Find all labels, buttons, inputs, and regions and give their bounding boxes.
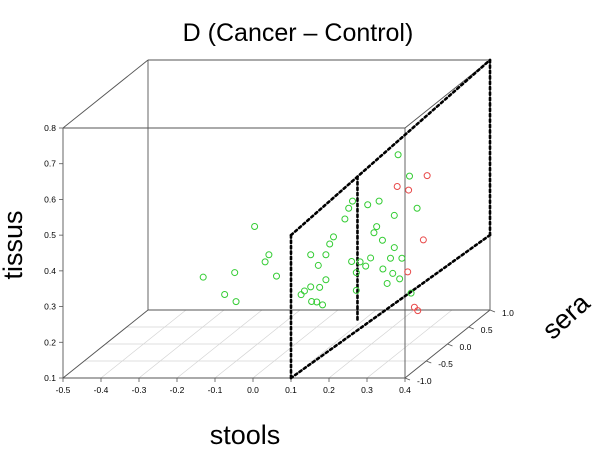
separating-plane	[289, 58, 492, 380]
data-point-green	[398, 254, 406, 262]
y-tick-label: -1.0	[417, 376, 432, 386]
x-tick-label: 0.4	[399, 385, 411, 395]
x-tick-label: 0.3	[361, 385, 373, 395]
data-point-green	[352, 286, 360, 294]
x-tick-label: 0.2	[323, 385, 335, 395]
data-point-green	[387, 254, 394, 262]
x-tick-label: 0.1	[285, 385, 297, 395]
data-point-green	[349, 197, 356, 205]
x-tick-label: 0.0	[247, 385, 259, 395]
data-point-green	[319, 301, 327, 309]
x-tick-label: -0.5	[56, 385, 71, 395]
data-point-green	[352, 269, 360, 277]
data-point-green	[265, 251, 273, 259]
y-tick-label: 1.0	[502, 308, 514, 318]
data-point-green	[394, 151, 402, 159]
y-tick-label: 0.5	[481, 325, 493, 335]
data-point-green	[379, 265, 387, 273]
data-point-green	[307, 283, 315, 291]
data-point-green	[232, 298, 240, 306]
data-point-green	[261, 258, 269, 266]
data-point-green	[383, 279, 391, 287]
y-tick-mark	[468, 326, 474, 330]
y-tick-label: 0.0	[460, 342, 472, 352]
z-tick-label: 0.5	[44, 230, 56, 240]
box-edge	[404, 59, 491, 129]
x-tick-label: -0.4	[94, 385, 109, 395]
data-point-green	[367, 254, 375, 262]
x-tick-label: -0.2	[170, 385, 185, 395]
floor-grid	[62, 309, 491, 379]
dotted-plane-edge	[289, 233, 492, 380]
z-tick-label: 0.6	[44, 194, 56, 204]
data-point-green	[313, 298, 321, 306]
y-tick-label: -0.5	[438, 359, 453, 369]
data-point-red	[404, 268, 412, 276]
z-tick-label: 0.3	[44, 302, 56, 312]
data-point-green	[348, 258, 356, 266]
chart-title: D (Cancer – Control)	[183, 19, 414, 47]
data-point-green	[413, 204, 421, 212]
data-point-green	[378, 236, 386, 244]
data-point-green	[373, 223, 381, 231]
data-point-green	[364, 201, 372, 209]
x-tick-label: -0.3	[132, 385, 147, 395]
dotted-plane-edge	[289, 58, 492, 237]
data-point-green	[341, 215, 349, 223]
data-point-green	[316, 283, 324, 291]
y-axis-label: sera	[536, 287, 596, 345]
z-tick-label: 0.8	[44, 123, 56, 133]
data-point-green	[390, 244, 398, 252]
data-point-red	[414, 307, 422, 315]
box-edge	[62, 59, 149, 129]
z-tick-label: 0.4	[44, 266, 56, 276]
z-tick-label: 0.2	[44, 337, 56, 347]
data-point-green	[231, 269, 239, 277]
data-point-green	[356, 258, 364, 266]
data-point-green	[407, 289, 415, 297]
data-point-green	[308, 297, 316, 305]
data-points	[199, 151, 431, 315]
data-point-green	[221, 291, 229, 299]
data-point-green	[345, 204, 353, 212]
data-point-green	[297, 291, 305, 299]
data-point-green	[300, 287, 308, 295]
data-point-red	[419, 236, 427, 244]
data-point-red	[405, 186, 413, 194]
y-tick-mark	[426, 360, 432, 364]
data-point-green	[199, 273, 207, 281]
data-point-green	[251, 222, 259, 230]
data-point-red	[410, 303, 418, 311]
axis-ticks: -0.5 -0.4 -0.3 -0.2 -0.1 0.0 0.1 0.2 0.3 0.4-1.0-…	[44, 123, 514, 395]
data-point-red	[393, 183, 401, 191]
x-tick-label: -0.1	[208, 385, 223, 395]
z-tick-label: 0.1	[44, 373, 56, 383]
data-point-green	[389, 269, 397, 277]
z-tick-label: 0.7	[44, 159, 56, 169]
y-tick-mark	[489, 309, 496, 313]
data-point-green	[362, 262, 370, 270]
data-point-green	[326, 240, 334, 248]
data-point-red	[423, 172, 431, 180]
x-axis-label: stools	[210, 420, 281, 450]
data-point-green	[406, 172, 413, 180]
bounding-box	[62, 59, 491, 379]
data-point-green	[330, 233, 337, 241]
box-edge	[62, 309, 149, 379]
data-point-green	[314, 261, 322, 269]
data-point-green	[396, 275, 404, 283]
y-tick-mark	[447, 343, 453, 347]
y-tick-mark	[404, 377, 411, 381]
z-axis-label: tissus	[0, 210, 28, 279]
data-point-green	[370, 229, 378, 237]
data-point-green	[390, 211, 398, 219]
data-point-green	[322, 276, 330, 284]
data-point-green	[375, 197, 383, 205]
data-point-green	[307, 251, 315, 259]
data-point-green	[322, 251, 330, 259]
data-point-green	[273, 272, 280, 280]
